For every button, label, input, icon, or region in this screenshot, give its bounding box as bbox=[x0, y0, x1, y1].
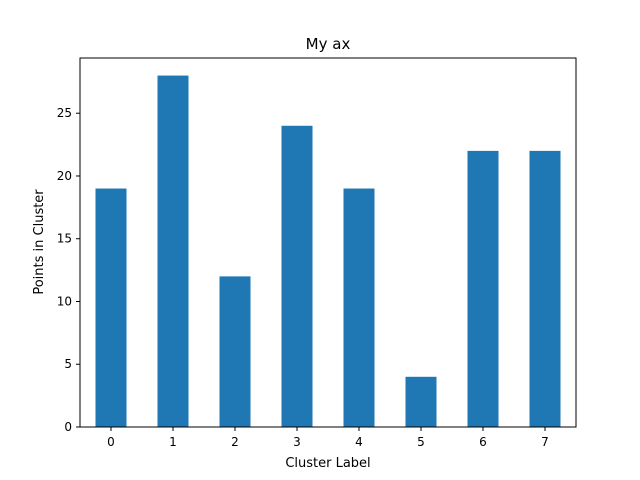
y-tick-label: 15 bbox=[57, 232, 72, 246]
chart-title: My ax bbox=[306, 35, 351, 53]
x-tick-label: 7 bbox=[541, 435, 549, 449]
x-tick-label: 0 bbox=[107, 435, 115, 449]
y-tick-label: 20 bbox=[57, 169, 72, 183]
bars-group bbox=[95, 75, 561, 428]
bar-3 bbox=[281, 125, 313, 427]
x-tick-label: 6 bbox=[479, 435, 487, 449]
x-tick-label: 3 bbox=[293, 435, 301, 449]
x-axis-label: Cluster Label bbox=[285, 456, 370, 471]
x-tick-label: 4 bbox=[355, 435, 363, 449]
bar-0 bbox=[95, 188, 127, 427]
y-tick-label: 10 bbox=[57, 294, 72, 308]
x-tick-label: 1 bbox=[169, 435, 177, 449]
y-axis-label: Points in Cluster bbox=[32, 189, 47, 295]
bar-1 bbox=[157, 75, 189, 428]
y-tick-label: 0 bbox=[64, 420, 72, 434]
bar-4 bbox=[343, 188, 375, 427]
x-tick-label: 2 bbox=[231, 435, 239, 449]
bar-2 bbox=[219, 276, 251, 427]
plot-frame bbox=[79, 57, 577, 428]
bar-5 bbox=[405, 376, 437, 427]
bar-6 bbox=[467, 150, 499, 427]
x-axis-ticks: 0 1 2 3 4 5 6 7 bbox=[107, 427, 549, 449]
y-axis-ticks: 0 5 10 15 20 25 bbox=[57, 106, 80, 434]
x-tick-label: 5 bbox=[417, 435, 425, 449]
bar-7 bbox=[529, 150, 561, 427]
y-tick-label: 5 bbox=[64, 357, 72, 371]
y-tick-label: 25 bbox=[57, 106, 72, 120]
